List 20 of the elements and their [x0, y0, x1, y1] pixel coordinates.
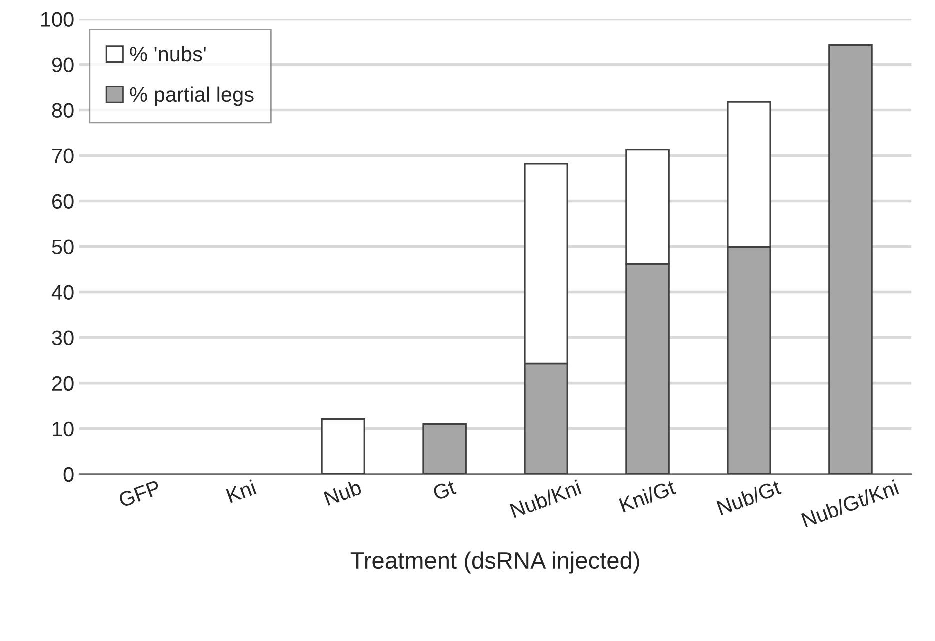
y-tick-label: 50	[52, 240, 74, 255]
legend-label: % partial legs	[130, 86, 254, 106]
y-tick-label: 30	[52, 330, 74, 346]
x-tick-label: Gt	[432, 480, 457, 501]
y-tick-label: 80	[52, 103, 74, 118]
x-tick-label: Nub/Gt	[716, 479, 782, 516]
y-tick-label: 70	[52, 148, 74, 164]
x-axis-title: Treatment (dsRNA injected)	[350, 552, 640, 574]
x-tick-label: Kni	[226, 480, 257, 504]
y-tick-label: 10	[53, 422, 74, 437]
y-tick-label: 40	[52, 285, 74, 300]
y-tick-label: 100	[41, 12, 74, 27]
y-tick-label: 60	[52, 194, 74, 210]
x-tick-label: Nub	[324, 480, 362, 506]
y-tick-label: 90	[52, 58, 74, 72]
x-tick-label: GFP	[118, 480, 162, 508]
y-tick-label: 20	[52, 376, 74, 392]
y-tick-label: 0	[64, 467, 74, 482]
x-tick-label: Kni/Gt	[618, 479, 677, 513]
legend-label: % 'nubs'	[130, 46, 206, 62]
